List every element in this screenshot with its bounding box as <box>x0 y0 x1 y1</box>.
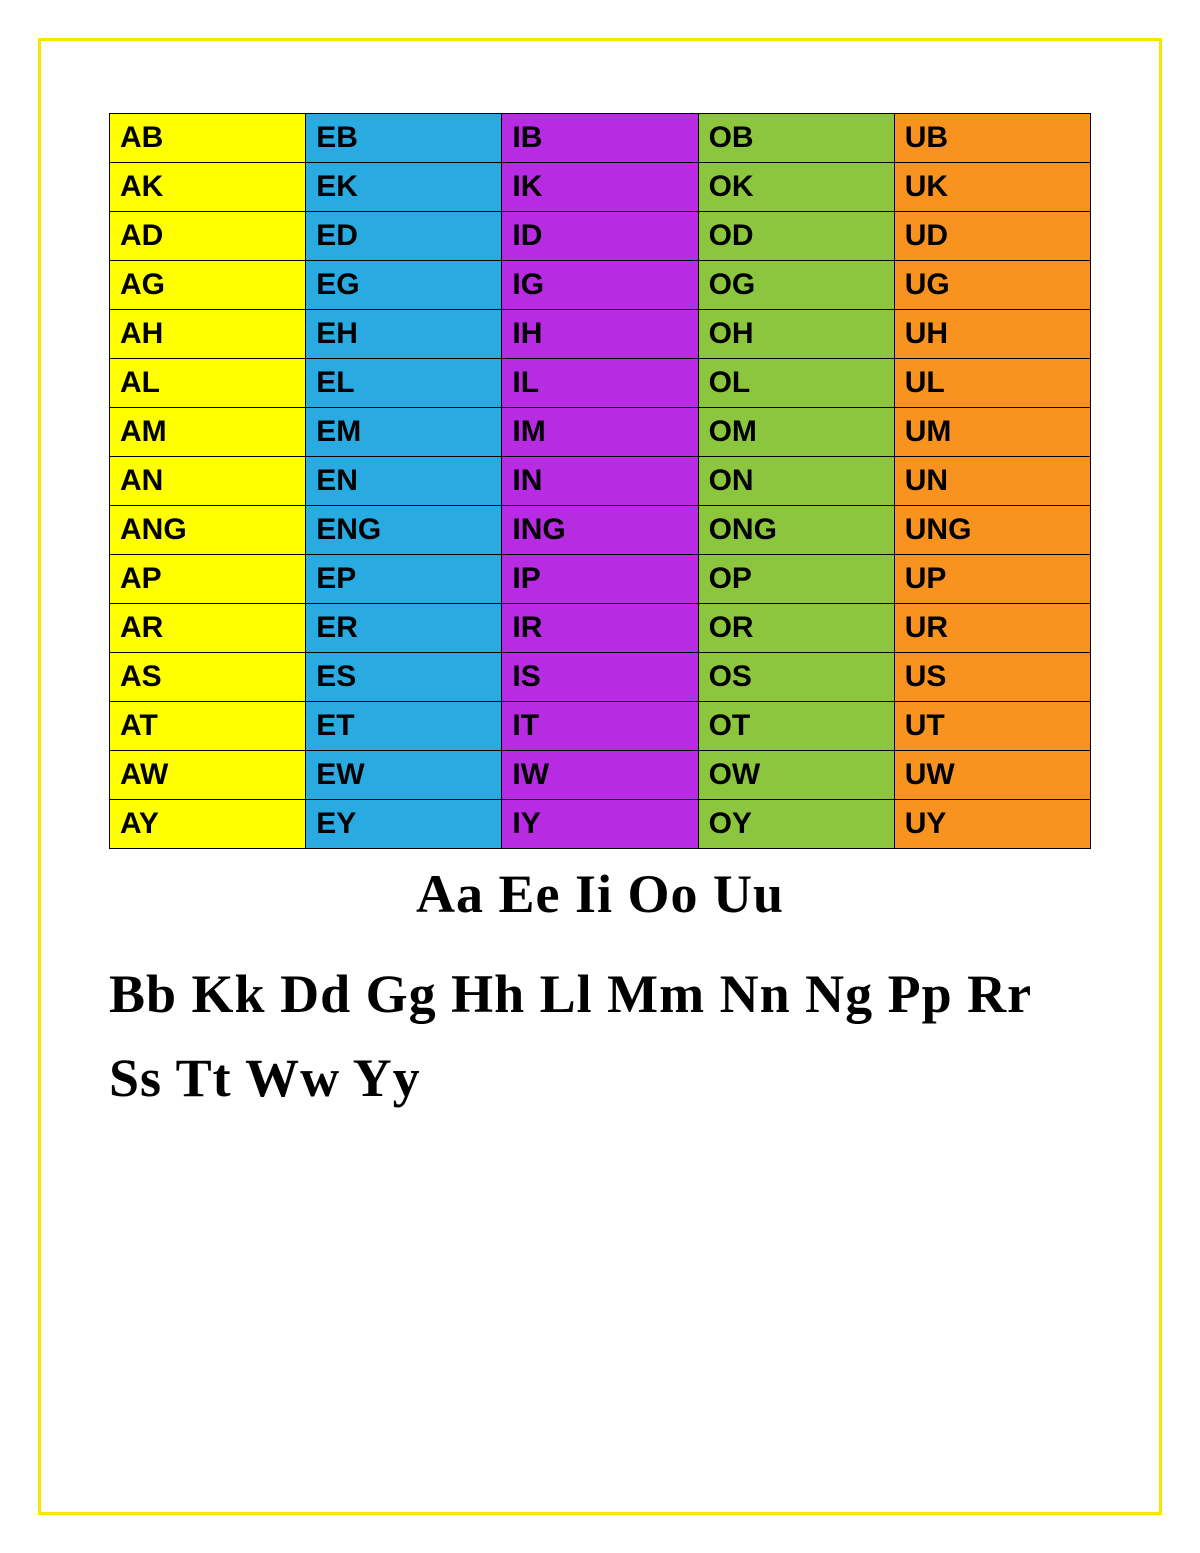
table-cell: EB <box>306 114 502 163</box>
table-cell: EY <box>306 800 502 849</box>
table-cell: OP <box>698 555 894 604</box>
table-cell: IS <box>502 653 698 702</box>
table-cell: AS <box>110 653 306 702</box>
table-cell: UNG <box>894 506 1090 555</box>
table-row: ANGENGINGONGUNG <box>110 506 1091 555</box>
table-cell: IB <box>502 114 698 163</box>
table-row: ALELILOLUL <box>110 359 1091 408</box>
table-cell: IK <box>502 163 698 212</box>
table-row: ARERIRORUR <box>110 604 1091 653</box>
table-row: ANENINONUN <box>110 457 1091 506</box>
table-cell: IW <box>502 751 698 800</box>
table-cell: IP <box>502 555 698 604</box>
table-cell: ON <box>698 457 894 506</box>
table-cell: OR <box>698 604 894 653</box>
table-cell: US <box>894 653 1090 702</box>
table-cell: ING <box>502 506 698 555</box>
table-cell: AR <box>110 604 306 653</box>
table-cell: UY <box>894 800 1090 849</box>
table-cell: IG <box>502 261 698 310</box>
table-cell: UG <box>894 261 1090 310</box>
table-cell: ONG <box>698 506 894 555</box>
table-cell: OY <box>698 800 894 849</box>
table-cell: ANG <box>110 506 306 555</box>
table-row: ATETITOTUT <box>110 702 1091 751</box>
table-cell: OW <box>698 751 894 800</box>
table-cell: OM <box>698 408 894 457</box>
table-cell: OK <box>698 163 894 212</box>
table-cell: EW <box>306 751 502 800</box>
table-cell: UD <box>894 212 1090 261</box>
table-cell: UP <box>894 555 1090 604</box>
table-cell: OH <box>698 310 894 359</box>
table-cell: OG <box>698 261 894 310</box>
table-cell: AP <box>110 555 306 604</box>
table-cell: AM <box>110 408 306 457</box>
table-row: ASESISOSUS <box>110 653 1091 702</box>
table-row: AHEHIHOHUH <box>110 310 1091 359</box>
table-cell: ED <box>306 212 502 261</box>
table-cell: ER <box>306 604 502 653</box>
table-cell: EP <box>306 555 502 604</box>
table-cell: IM <box>502 408 698 457</box>
phonics-table: ABEBIBOBUBAKEKIKOKUKADEDIDODUDAGEGIGOGUG… <box>109 113 1091 849</box>
table-cell: AG <box>110 261 306 310</box>
table-cell: IN <box>502 457 698 506</box>
consonant-rows: Bb Kk Dd Gg Hh Ll Mm Nn Ng Pp Rr Ss Tt W… <box>109 953 1091 1120</box>
table-row: AGEGIGOGUG <box>110 261 1091 310</box>
table-cell: UN <box>894 457 1090 506</box>
table-cell: AT <box>110 702 306 751</box>
table-cell: UH <box>894 310 1090 359</box>
page: ABEBIBOBUBAKEKIKOKUKADEDIDODUDAGEGIGOGUG… <box>0 0 1200 1553</box>
table-cell: AK <box>110 163 306 212</box>
table-row: ADEDIDODUD <box>110 212 1091 261</box>
table-cell: AD <box>110 212 306 261</box>
table-cell: ENG <box>306 506 502 555</box>
table-cell: AH <box>110 310 306 359</box>
table-row: ABEBIBOBUB <box>110 114 1091 163</box>
table-cell: EM <box>306 408 502 457</box>
page-frame: ABEBIBOBUBAKEKIKOKUKADEDIDODUDAGEGIGOGUG… <box>38 38 1162 1515</box>
table-row: AWEWIWOWUW <box>110 751 1091 800</box>
table-cell: UB <box>894 114 1090 163</box>
table-row: AKEKIKOKUK <box>110 163 1091 212</box>
table-cell: ES <box>306 653 502 702</box>
table-cell: ET <box>306 702 502 751</box>
table-cell: OD <box>698 212 894 261</box>
table-cell: UW <box>894 751 1090 800</box>
table-cell: ID <box>502 212 698 261</box>
table-cell: UL <box>894 359 1090 408</box>
table-cell: OS <box>698 653 894 702</box>
table-cell: EK <box>306 163 502 212</box>
table-cell: IY <box>502 800 698 849</box>
table-cell: UR <box>894 604 1090 653</box>
table-cell: EN <box>306 457 502 506</box>
table-cell: AB <box>110 114 306 163</box>
table-cell: UT <box>894 702 1090 751</box>
table-cell: OL <box>698 359 894 408</box>
table-cell: UK <box>894 163 1090 212</box>
table-cell: EG <box>306 261 502 310</box>
table-cell: IT <box>502 702 698 751</box>
table-row: AMEMIMOMUM <box>110 408 1091 457</box>
table-cell: UM <box>894 408 1090 457</box>
table-cell: AY <box>110 800 306 849</box>
table-cell: AL <box>110 359 306 408</box>
table-cell: IL <box>502 359 698 408</box>
table-cell: OT <box>698 702 894 751</box>
table-cell: AW <box>110 751 306 800</box>
table-row: AYEYIYOYUY <box>110 800 1091 849</box>
table-cell: EH <box>306 310 502 359</box>
table-cell: IH <box>502 310 698 359</box>
table-cell: EL <box>306 359 502 408</box>
table-cell: OB <box>698 114 894 163</box>
vowel-row: Aa Ee Ii Oo Uu <box>109 863 1091 925</box>
table-cell: AN <box>110 457 306 506</box>
table-cell: IR <box>502 604 698 653</box>
table-row: APEPIPOPUP <box>110 555 1091 604</box>
